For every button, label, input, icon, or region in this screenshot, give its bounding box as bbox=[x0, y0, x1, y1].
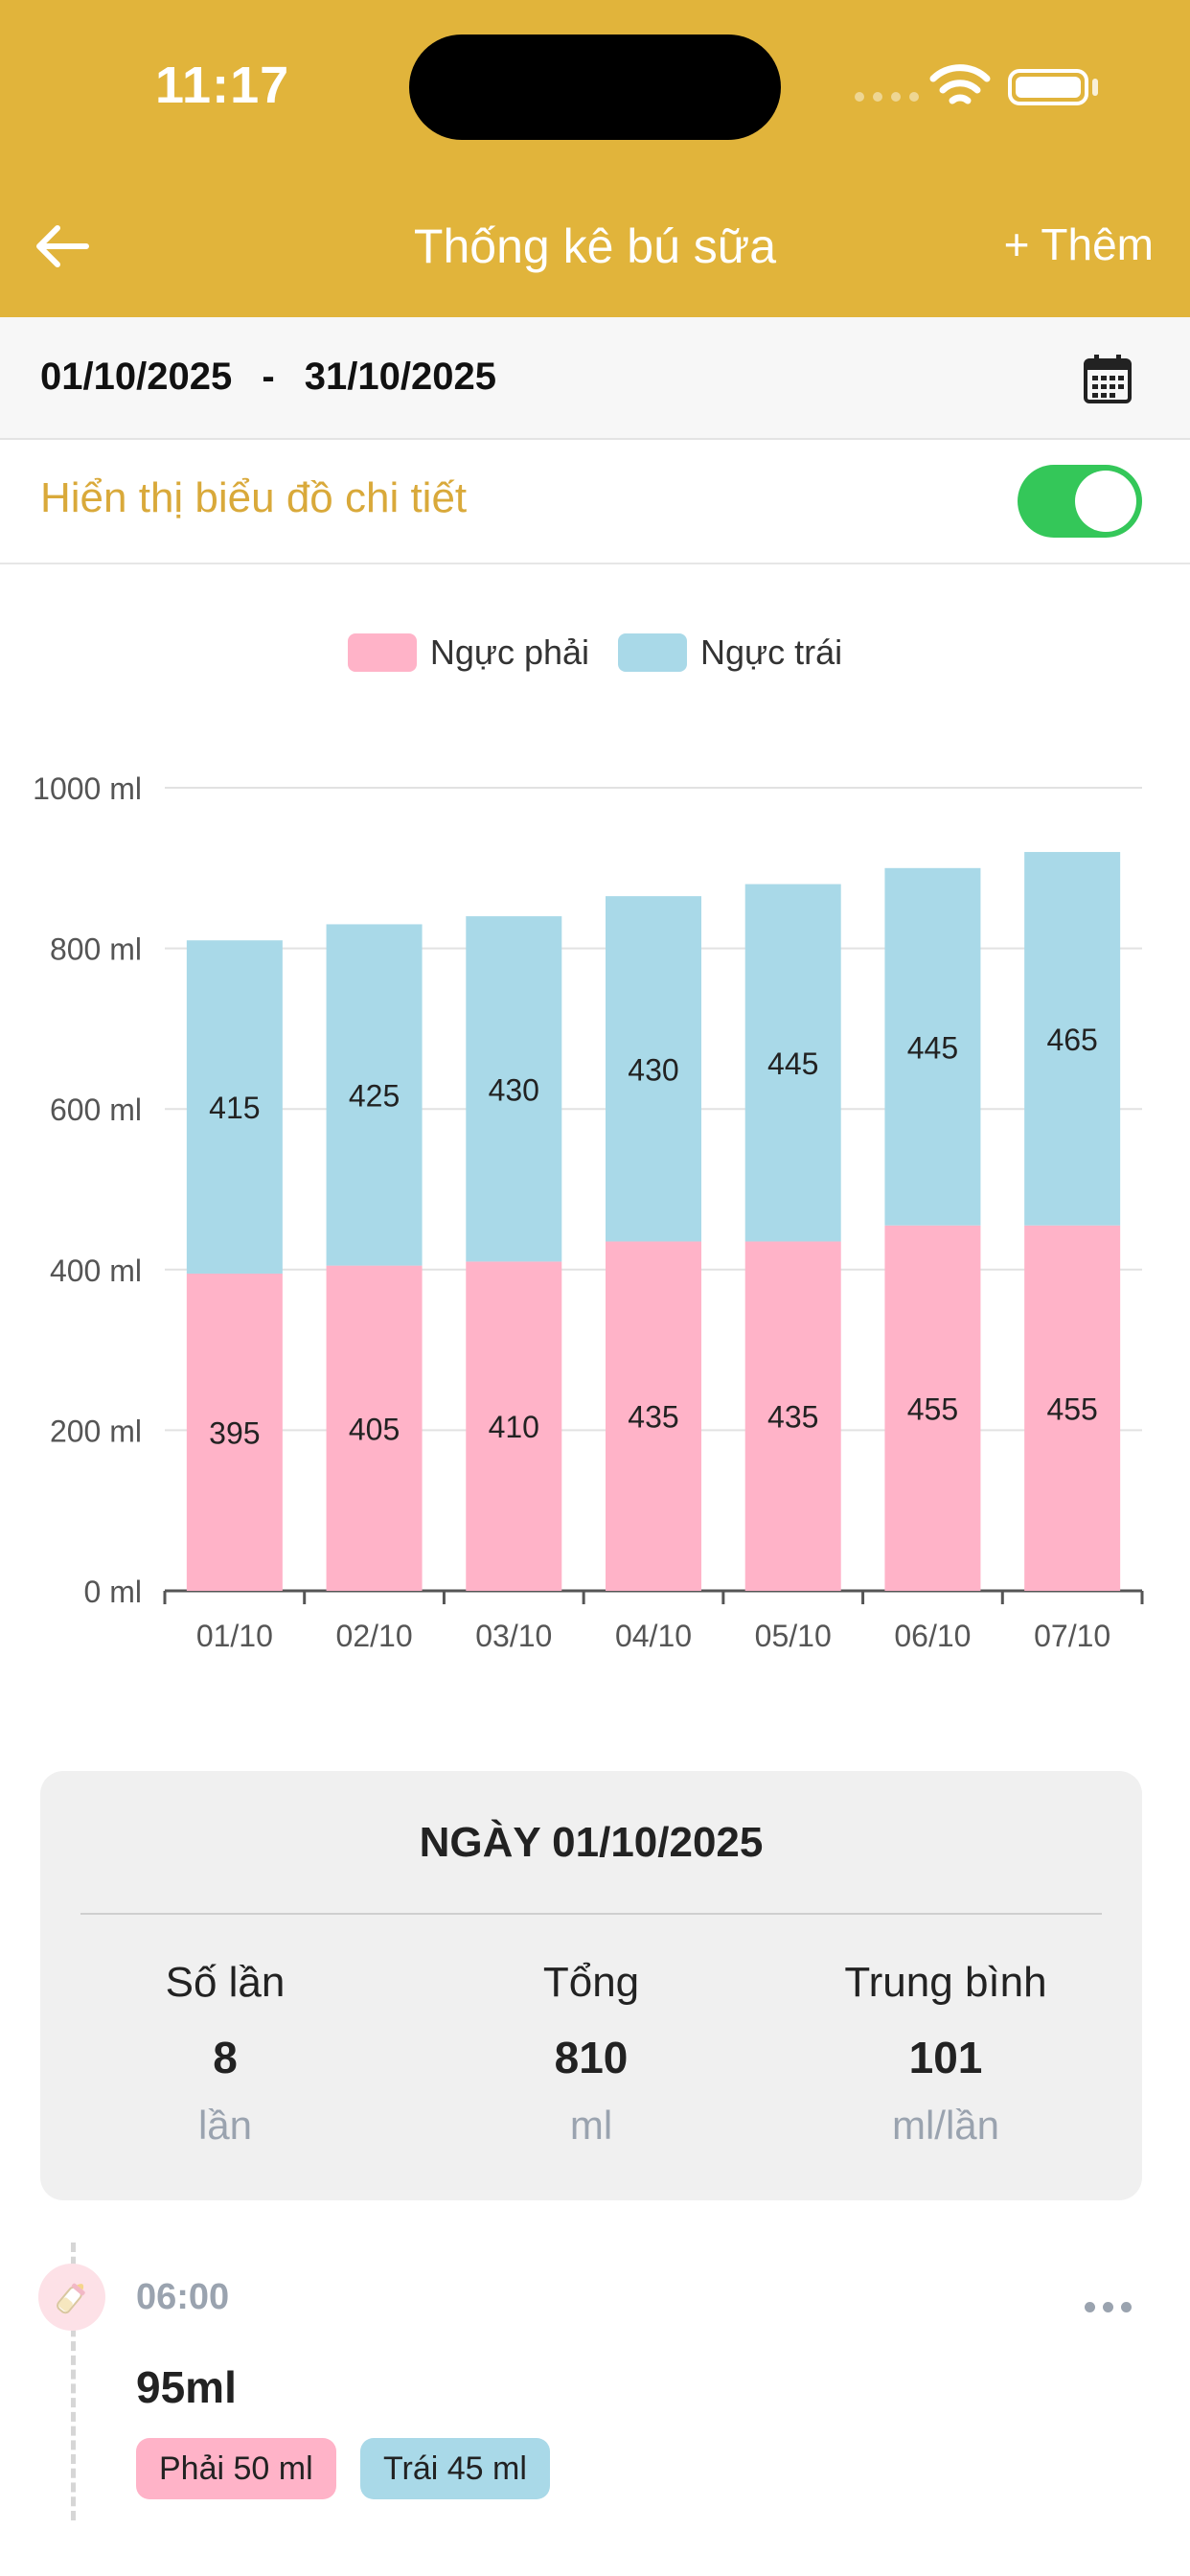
y-tick-label: 600 ml bbox=[50, 1092, 142, 1127]
bar-segment bbox=[186, 940, 283, 1274]
data-label: 395 bbox=[209, 1415, 260, 1450]
y-tick-label: 0 ml bbox=[84, 1575, 142, 1609]
stat-count-label: Số lần bbox=[165, 1959, 286, 2006]
x-tick-label: 05/10 bbox=[755, 1619, 832, 1653]
cellular-signal-icon bbox=[855, 92, 919, 102]
stat-total-value: 810 bbox=[554, 2033, 629, 2082]
feeding-chart: Ngực phải Ngực trái 0 ml 200 ml 400 ml 600 … bbox=[0, 575, 1190, 1687]
stat-average-value: 101 bbox=[908, 2033, 983, 2082]
bar-segment bbox=[1024, 852, 1121, 1226]
stat-count: Số lần 8 lần bbox=[48, 1959, 402, 2149]
legend-label-left: Ngực trái bbox=[700, 632, 843, 672]
x-tick-label: 01/10 bbox=[196, 1619, 273, 1653]
bar-segment bbox=[466, 1261, 562, 1591]
bar-segment bbox=[466, 916, 562, 1262]
bar-segment bbox=[744, 884, 841, 1242]
daily-summary-card: NGÀY 01/10/2025 Số lần 8 lần Tổng 810 ml… bbox=[40, 1771, 1142, 2200]
bar-segment bbox=[744, 1241, 841, 1591]
legend-label-right: Ngực phải bbox=[429, 632, 590, 672]
data-label: 435 bbox=[628, 1400, 678, 1435]
bar-segment bbox=[606, 896, 701, 1242]
page-title: Thống kê bú sữa bbox=[413, 219, 777, 273]
app-header: 11:17 Thống kê bú sữa + Thêm bbox=[0, 0, 1190, 317]
bar-segment bbox=[326, 1265, 423, 1591]
data-label: 455 bbox=[907, 1392, 958, 1426]
legend-item-left[interactable]: Ngực trái bbox=[618, 632, 842, 673]
bar-segment bbox=[1024, 1225, 1121, 1591]
x-tick-label: 06/10 bbox=[894, 1619, 971, 1653]
data-label: 445 bbox=[907, 1030, 958, 1065]
stat-average: Trung bình 101 ml/lần bbox=[768, 1959, 1123, 2149]
left-breast-tag: Trái 45 ml bbox=[360, 2438, 550, 2499]
stat-total-label: Tổng bbox=[542, 1959, 640, 2006]
x-tick-label: 03/10 bbox=[475, 1619, 552, 1653]
data-label: 430 bbox=[489, 1072, 539, 1107]
y-tick-label: 1000 ml bbox=[33, 771, 142, 806]
baby-bottle-icon bbox=[38, 2264, 105, 2331]
data-label: 435 bbox=[767, 1400, 818, 1435]
detail-chart-label: Hiển thị biểu đồ chi tiết bbox=[40, 474, 468, 521]
data-label: 415 bbox=[209, 1091, 260, 1125]
dynamic-island bbox=[409, 34, 781, 140]
bar-segment bbox=[606, 1241, 701, 1591]
stat-count-unit: lần bbox=[197, 2103, 253, 2148]
bar-segment bbox=[884, 867, 981, 1226]
stat-total: Tổng 810 ml bbox=[414, 1959, 768, 2149]
toggle-knob bbox=[1075, 471, 1136, 532]
x-tick-label: 02/10 bbox=[336, 1619, 413, 1653]
stat-total-unit: ml bbox=[569, 2103, 613, 2148]
add-button[interactable]: + Thêm bbox=[1003, 219, 1154, 269]
x-tick-label: 04/10 bbox=[615, 1619, 692, 1653]
entry-amount: 95ml bbox=[136, 2362, 237, 2412]
data-label: 425 bbox=[349, 1079, 400, 1114]
summary-divider bbox=[80, 1913, 1102, 1915]
detail-chart-row: Hiển thị biểu đồ chi tiết bbox=[0, 442, 1190, 564]
data-label: 455 bbox=[1046, 1392, 1097, 1426]
battery-icon bbox=[1008, 69, 1088, 105]
date-separator: - bbox=[262, 356, 275, 398]
data-label: 445 bbox=[767, 1046, 818, 1081]
date-range-row[interactable]: 01/10/2025 - 31/10/2025 bbox=[0, 317, 1190, 440]
entry-time: 06:00 bbox=[136, 2277, 230, 2317]
chart-legend: Ngực phải Ngực trái bbox=[0, 632, 1190, 673]
status-time: 11:17 bbox=[155, 57, 290, 114]
right-breast-tag: Phải 50 ml bbox=[136, 2438, 336, 2499]
bar-segment bbox=[326, 924, 423, 1266]
detail-chart-toggle[interactable] bbox=[1018, 465, 1142, 538]
legend-item-right[interactable]: Ngực phải bbox=[347, 632, 590, 673]
x-tick-label: 07/10 bbox=[1034, 1619, 1110, 1653]
stat-average-label: Trung bình bbox=[844, 1959, 1047, 2006]
legend-swatch-right bbox=[347, 633, 417, 672]
start-date: 01/10/2025 bbox=[40, 356, 233, 398]
data-label: 405 bbox=[349, 1412, 400, 1446]
y-tick-label: 800 ml bbox=[50, 932, 142, 967]
calendar-icon[interactable] bbox=[1083, 353, 1133, 404]
end-date: 31/10/2025 bbox=[304, 356, 496, 398]
bar-segment bbox=[186, 1273, 283, 1591]
data-label: 465 bbox=[1046, 1023, 1097, 1057]
chart-plot: 0 ml 200 ml 400 ml 600 ml 800 ml 1000 ml 395 41… bbox=[33, 771, 1144, 1653]
stat-count-value: 8 bbox=[213, 2033, 238, 2082]
back-arrow-icon[interactable] bbox=[29, 213, 96, 280]
timeline-line bbox=[71, 2242, 76, 2520]
stat-average-unit: ml/lần bbox=[891, 2103, 1000, 2148]
data-label: 410 bbox=[489, 1410, 539, 1444]
y-tick-label: 400 ml bbox=[50, 1254, 142, 1288]
bar-segment bbox=[884, 1225, 981, 1591]
date-range-text[interactable]: 01/10/2025 - 31/10/2025 bbox=[40, 356, 496, 399]
battery-tip bbox=[1092, 79, 1098, 96]
wifi-icon bbox=[929, 64, 991, 104]
data-label: 430 bbox=[628, 1052, 678, 1087]
y-tick-label: 200 ml bbox=[50, 1414, 142, 1448]
legend-swatch-left bbox=[618, 633, 688, 672]
more-options-icon[interactable] bbox=[1085, 2302, 1132, 2312]
summary-date-title: NGÀY 01/10/2025 bbox=[419, 1819, 764, 1866]
